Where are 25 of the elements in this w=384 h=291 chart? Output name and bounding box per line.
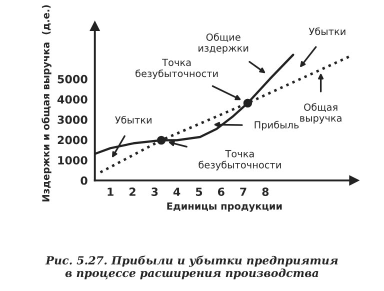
line-series bbox=[99, 55, 351, 174]
x-tick-label: 3 bbox=[152, 188, 158, 196]
y-tick-label: 2000 bbox=[58, 136, 88, 144]
annotation: Убытки bbox=[115, 116, 152, 124]
y-tick-label: 5000 bbox=[58, 74, 88, 84]
x-tick-label: 6 bbox=[218, 188, 224, 196]
annotation: Прибыль bbox=[254, 120, 299, 130]
annotation: Точка безубыточности bbox=[136, 58, 218, 80]
x-tick-label: 2 bbox=[130, 188, 136, 196]
y-tick-label: 3000 bbox=[58, 116, 88, 124]
y-axis-title: Издержки и общая выручка (д.е.) bbox=[42, 5, 52, 202]
text: Рис. 5.27. Прибыли и убытки предприятия в процессе расширения производства bbox=[45, 256, 338, 280]
y-tick-label: 4000 bbox=[57, 95, 88, 104]
x-tick-label: 4 bbox=[173, 188, 180, 196]
x-axis-title: Единицы продукции bbox=[167, 202, 282, 212]
x-tick-label: 1 bbox=[108, 188, 114, 196]
y-tick-label: 0 bbox=[80, 176, 88, 185]
x-tick-label: 8 bbox=[262, 188, 269, 196]
annotation: Убытки bbox=[308, 27, 346, 36]
y-tick-label: 1000 bbox=[58, 156, 88, 165]
annotation: Общая выручка bbox=[300, 103, 342, 124]
x-tick-label: 7 bbox=[240, 188, 246, 196]
annotation: Точка безубыточности bbox=[198, 150, 281, 170]
x-tick-label: 5 bbox=[196, 188, 202, 196]
annotation: Общие издержки bbox=[198, 33, 248, 54]
